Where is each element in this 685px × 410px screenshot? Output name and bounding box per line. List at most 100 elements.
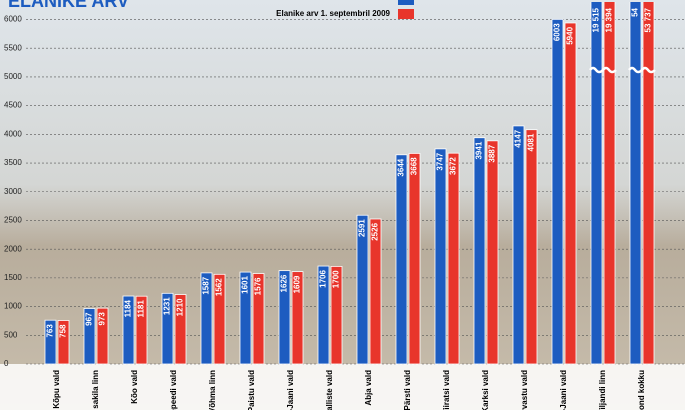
y-tick-label: 1000 (4, 302, 22, 311)
bar (200, 272, 213, 365)
legend-swatch (398, 0, 414, 5)
value-label: 53 737 (644, 7, 653, 32)
value-label: 6003 (553, 23, 562, 41)
y-tick-label: 5000 (4, 72, 22, 81)
bar (96, 307, 109, 365)
bar (590, 2, 603, 365)
axis-break (628, 66, 643, 74)
y-tick-label: 4500 (4, 101, 22, 110)
axis-break (641, 66, 656, 74)
bar (369, 218, 382, 365)
bar (473, 137, 486, 365)
y-tick-label: 0 (4, 359, 9, 368)
bar (564, 22, 577, 365)
bar (551, 18, 564, 365)
x-tick-label: Kõpu vald (52, 370, 61, 409)
x-tick-label: Paistu vald (247, 370, 256, 410)
value-label: 19 394 (605, 7, 614, 32)
value-label: 5940 (566, 26, 575, 44)
x-tick-label: alliste vald (325, 370, 334, 410)
y-tick-label: 500 (4, 330, 18, 339)
x-tick-label: Võhma linn (208, 370, 217, 410)
y-tick-label: 3000 (4, 187, 22, 196)
value-label: 3887 (488, 144, 497, 162)
value-label: 3644 (397, 158, 406, 176)
legend-swatch (398, 9, 414, 19)
value-label: 1609 (293, 275, 302, 293)
x-tick-label: Kõo vald (130, 370, 139, 404)
bar (603, 2, 616, 365)
value-label: 2591 (358, 219, 367, 237)
value-label: 763 (46, 324, 55, 338)
value-label: 54 (631, 7, 640, 16)
value-label: 1184 (124, 299, 133, 317)
bar (642, 2, 655, 365)
value-label: 1231 (163, 297, 172, 315)
y-tick-label: 2000 (4, 244, 22, 253)
x-tick-label: Pärsti vald (403, 370, 412, 410)
value-label: 4147 (514, 129, 523, 147)
value-label: 19 515 (592, 7, 601, 32)
axis-break (589, 66, 604, 74)
bar (447, 152, 460, 365)
label-band (0, 364, 685, 410)
y-tick-label: 3500 (4, 158, 22, 167)
value-label: 4081 (527, 133, 536, 151)
value-label: 1601 (241, 276, 250, 294)
value-label: 973 (98, 312, 107, 326)
value-label: 3672 (449, 157, 458, 175)
axis-break (602, 66, 617, 74)
value-label: 3747 (436, 152, 445, 170)
value-label: 967 (85, 312, 94, 326)
x-tick-label: sakila linn (91, 370, 100, 409)
bar (122, 295, 135, 365)
y-tick-label: 5500 (4, 43, 22, 52)
y-tick-label: 6000 (4, 15, 22, 24)
x-tick-label: Karksi vald (481, 370, 490, 410)
x-tick-label: epeedi vald (169, 370, 178, 410)
bar (408, 153, 421, 365)
value-label: 1576 (254, 277, 263, 295)
value-label: 758 (59, 324, 68, 338)
bar (213, 273, 226, 365)
x-tick-label: Abja vald (364, 370, 373, 406)
bar (161, 292, 174, 365)
bar (356, 214, 369, 365)
bar (135, 295, 148, 365)
y-tick-label: 2500 (4, 216, 22, 225)
bar (330, 265, 343, 365)
y-tick-label: 4000 (4, 129, 22, 138)
x-tick-label: kond kokku (637, 370, 646, 410)
value-label: 1210 (176, 298, 185, 316)
value-label: 1626 (280, 274, 289, 292)
value-label: 3668 (410, 157, 419, 175)
x-tick-label: Viiratsi vald (442, 370, 451, 410)
bar (57, 320, 70, 365)
bar (434, 148, 447, 365)
bar (486, 140, 499, 365)
bar (252, 273, 265, 365)
x-tick-label: Viljandi linn (598, 370, 607, 410)
bar (83, 308, 96, 365)
bar (291, 271, 304, 365)
bar (512, 125, 525, 365)
bar (317, 265, 330, 365)
bar (278, 270, 291, 365)
value-label: 1181 (137, 300, 146, 318)
bar (395, 154, 408, 365)
value-label: 1587 (202, 276, 211, 294)
value-label: 3941 (475, 141, 484, 159)
value-label: 2526 (371, 222, 380, 240)
bar (44, 319, 57, 365)
x-tick-label: -Jaani vald (286, 370, 295, 410)
value-label: 1706 (319, 270, 328, 288)
legend-label: Elanike arv 1. septembril 2009 (276, 9, 390, 18)
value-label: 1562 (215, 278, 224, 296)
x-tick-label: rvastu vald (520, 370, 529, 410)
plot (26, 2, 685, 365)
y-tick-label: 1500 (4, 273, 22, 282)
bar (239, 271, 252, 365)
chart-title: ELANIKE ARV (8, 0, 129, 11)
value-label: 1700 (332, 270, 341, 288)
